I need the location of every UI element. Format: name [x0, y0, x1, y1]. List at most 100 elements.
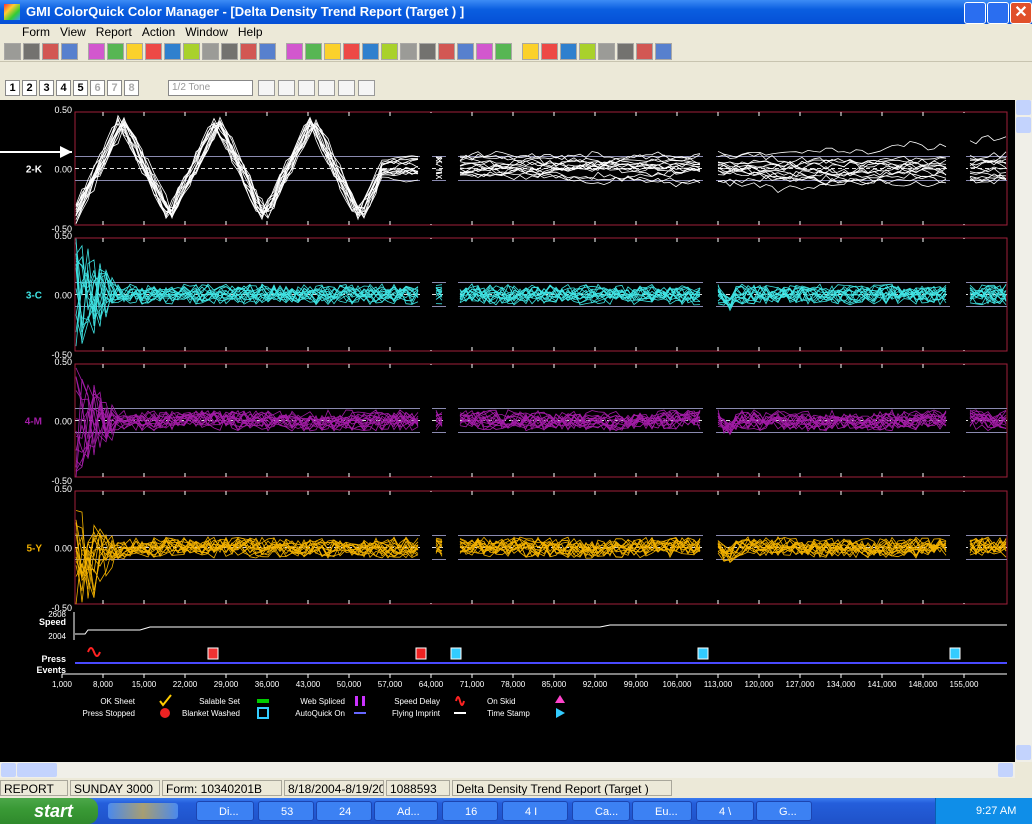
task-button[interactable]: 4 \ — [696, 801, 754, 821]
toolbar-button[interactable] — [362, 43, 379, 60]
page-tab[interactable]: 5 — [73, 80, 88, 96]
page-tab[interactable]: 6 — [90, 80, 105, 96]
toolbar-button[interactable] — [476, 43, 493, 60]
toolbar-button[interactable] — [343, 43, 360, 60]
x-tick-label: 43,000 — [296, 680, 321, 689]
page-tab[interactable]: 7 — [107, 80, 122, 96]
toolbar-button[interactable] — [88, 43, 105, 60]
toolbar-button[interactable] — [655, 43, 672, 60]
toolbar-button[interactable] — [258, 80, 275, 96]
toolbar-button[interactable] — [298, 80, 315, 96]
toolbar-button[interactable] — [61, 43, 78, 60]
event-icon — [698, 648, 708, 659]
toolbar-button[interactable] — [541, 43, 558, 60]
scroll-down[interactable] — [1016, 745, 1031, 760]
panel-label: 5-Y — [26, 544, 42, 555]
task-button[interactable]: 16 — [442, 801, 498, 821]
gap-block — [420, 239, 432, 350]
toolbar-button[interactable] — [145, 43, 162, 60]
page-tab[interactable]: 8 — [124, 80, 139, 96]
minimize-button[interactable] — [964, 2, 986, 24]
toolbar-button[interactable] — [126, 43, 143, 60]
toolbar-button[interactable] — [305, 43, 322, 60]
gap-block — [446, 113, 458, 224]
toolbar-button[interactable] — [338, 80, 355, 96]
menu-item[interactable]: Help — [238, 24, 263, 41]
legend-label: Press Stopped — [83, 709, 135, 718]
toolbar-button[interactable] — [183, 43, 200, 60]
legend-label: On Skid — [487, 697, 515, 706]
toolbar-button[interactable] — [259, 43, 276, 60]
start-button[interactable]: start — [0, 798, 98, 824]
task-button[interactable]: Ad... — [374, 801, 438, 821]
toolbar-button[interactable] — [286, 43, 303, 60]
toolbar-button[interactable] — [636, 43, 653, 60]
scroll-thumb[interactable] — [17, 763, 57, 777]
menu-item[interactable]: Window — [185, 24, 228, 41]
page-tab[interactable]: 2 — [22, 80, 37, 96]
scroll-right[interactable] — [998, 763, 1013, 777]
task-button[interactable]: 24 — [316, 801, 372, 821]
app-window: GMI ColorQuick Color Manager - [Delta De… — [0, 0, 1032, 824]
scroll-thumb[interactable] — [1016, 117, 1031, 133]
y-tick-label: 0.50 — [54, 105, 72, 115]
legend-icon — [160, 708, 170, 718]
page-tab[interactable]: 1 — [5, 80, 20, 96]
toolbar-button[interactable] — [4, 43, 21, 60]
task-button[interactable]: G... — [756, 801, 812, 821]
legend-label: AutoQuick On — [295, 709, 345, 718]
scroll-left[interactable] — [1, 763, 16, 777]
menu-item[interactable]: Action — [142, 24, 175, 41]
toolbar-button[interactable] — [107, 43, 124, 60]
close-button[interactable]: ✕ — [1010, 2, 1032, 24]
menu-item[interactable]: Form — [22, 24, 50, 41]
page-tab[interactable]: 4 — [56, 80, 71, 96]
task-button[interactable]: Ca... — [572, 801, 630, 821]
vertical-scrollbar[interactable] — [1015, 100, 1032, 762]
menu-bar: Form View Report Action Window Help — [0, 24, 1032, 41]
toolbar-button[interactable] — [164, 43, 181, 60]
title-bar: GMI ColorQuick Color Manager - [Delta De… — [0, 0, 1032, 24]
gap-block — [446, 365, 458, 476]
toolbar-button[interactable] — [318, 80, 335, 96]
toolbar-button[interactable] — [522, 43, 539, 60]
task-button[interactable]: 53 — [258, 801, 314, 821]
gap-block — [950, 365, 966, 476]
tone-dropdown[interactable]: 1/2 Tone — [168, 80, 253, 96]
y-tick-label: 0.00 — [54, 165, 72, 175]
toolbar-button[interactable] — [457, 43, 474, 60]
task-button[interactable]: Di... — [196, 801, 254, 821]
maximize-button[interactable] — [987, 2, 1009, 24]
toolbar-button[interactable] — [598, 43, 615, 60]
toolbar-button[interactable] — [42, 43, 59, 60]
toolbar-button[interactable] — [617, 43, 634, 60]
task-button[interactable]: Eu... — [632, 801, 692, 821]
toolbar-button[interactable] — [495, 43, 512, 60]
scroll-up[interactable] — [1016, 100, 1031, 115]
menu-item[interactable]: View — [60, 24, 86, 41]
toolbar-button[interactable] — [438, 43, 455, 60]
y-tick-label: 0.50 — [54, 484, 72, 494]
task-button[interactable]: 4 I — [502, 801, 568, 821]
y-tick-label: 0.50 — [54, 357, 72, 367]
toolbar-button[interactable] — [221, 43, 238, 60]
toolbar-button[interactable] — [579, 43, 596, 60]
horizontal-scrollbar[interactable] — [0, 762, 1015, 778]
events-label: Events — [36, 665, 66, 675]
toolbar-button[interactable] — [23, 43, 40, 60]
toolbar-button[interactable] — [400, 43, 417, 60]
toolbar-button[interactable] — [381, 43, 398, 60]
toolbar-button[interactable] — [240, 43, 257, 60]
x-tick-label: 155,000 — [950, 680, 979, 689]
gap-block — [703, 365, 716, 476]
toolbar-button[interactable] — [560, 43, 577, 60]
page-tab[interactable]: 3 — [39, 80, 54, 96]
y-tick-label: 0.50 — [54, 231, 72, 241]
toolbar-button[interactable] — [358, 80, 375, 96]
toolbar-button[interactable] — [202, 43, 219, 60]
menu-item[interactable]: Report — [96, 24, 132, 41]
toolbar-button[interactable] — [419, 43, 436, 60]
toolbar-button[interactable] — [324, 43, 341, 60]
toolbar-button[interactable] — [278, 80, 295, 96]
y-tick-label: 0.00 — [54, 417, 72, 427]
